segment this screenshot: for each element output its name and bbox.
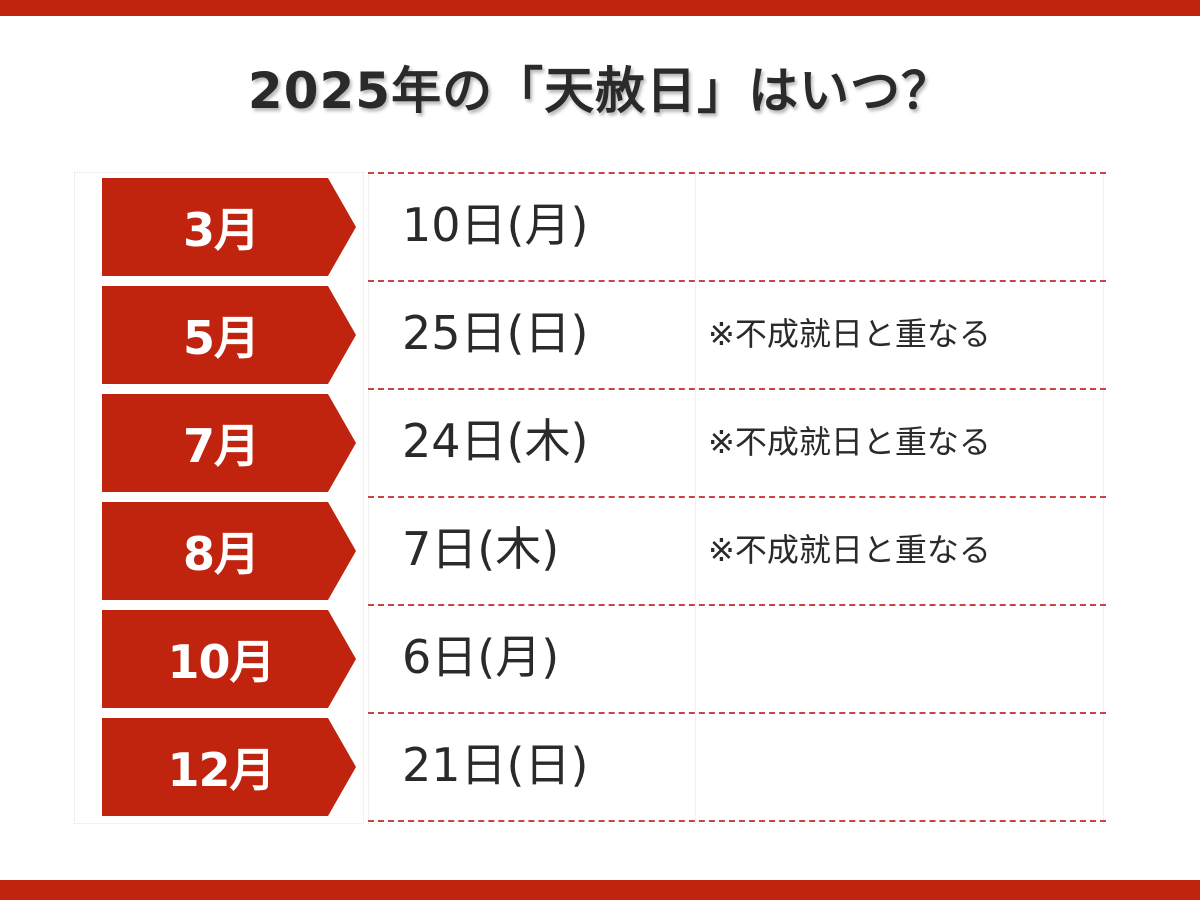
- grid-left-column: [74, 172, 364, 824]
- month-text: 5月: [182, 311, 260, 365]
- date-text: 25日(日): [402, 306, 589, 360]
- note-text: ※不成就日と重なる: [708, 531, 991, 569]
- page-title: 2025年の「天赦日」はいつ？: [247, 62, 953, 120]
- month-label: 8月: [102, 502, 356, 600]
- grid-right-column: [696, 172, 1104, 824]
- date-text: 24日(木): [402, 414, 589, 468]
- month-label: 5月: [102, 286, 356, 384]
- table-row: 7月 24日(木) ※不成就日と重なる: [74, 388, 1106, 498]
- tenshanichi-table: 3月 10日(月) 5月 25日(日) ※不成就日と重なる 7月 24日(木) …: [74, 172, 1106, 826]
- date-text: 6日(月): [402, 630, 560, 684]
- date-text: 21日(日): [402, 738, 589, 792]
- month-text: 3月: [182, 203, 260, 257]
- table-row: 10月 6日(月): [74, 604, 1106, 714]
- month-text: 8月: [182, 527, 260, 581]
- top-accent-bar: [0, 0, 1200, 16]
- row-divider: [368, 496, 1106, 498]
- bottom-accent-bar: [0, 880, 1200, 900]
- table-row: 12月 21日(日): [74, 712, 1106, 822]
- month-text: 7月: [182, 419, 260, 473]
- grid-middle-column: [368, 172, 696, 824]
- month-text: 12月: [167, 743, 275, 797]
- date-text: 10日(月): [402, 198, 589, 252]
- row-divider: [368, 388, 1106, 390]
- month-label: 3月: [102, 178, 356, 276]
- table-row: 5月 25日(日) ※不成就日と重なる: [74, 280, 1106, 390]
- month-label: 12月: [102, 718, 356, 816]
- month-label: 7月: [102, 394, 356, 492]
- date-text: 7日(木): [402, 522, 560, 576]
- table-row: 8月 7日(木) ※不成就日と重なる: [74, 496, 1106, 606]
- note-text: ※不成就日と重なる: [708, 423, 991, 461]
- table-row: 3月 10日(月): [74, 172, 1106, 282]
- note-text: ※不成就日と重なる: [708, 315, 991, 353]
- row-divider: [368, 712, 1106, 714]
- row-divider: [368, 820, 1106, 822]
- row-divider: [368, 280, 1106, 282]
- month-label: 10月: [102, 610, 356, 708]
- month-text: 10月: [167, 635, 275, 689]
- row-divider: [368, 604, 1106, 606]
- row-divider: [368, 172, 1106, 174]
